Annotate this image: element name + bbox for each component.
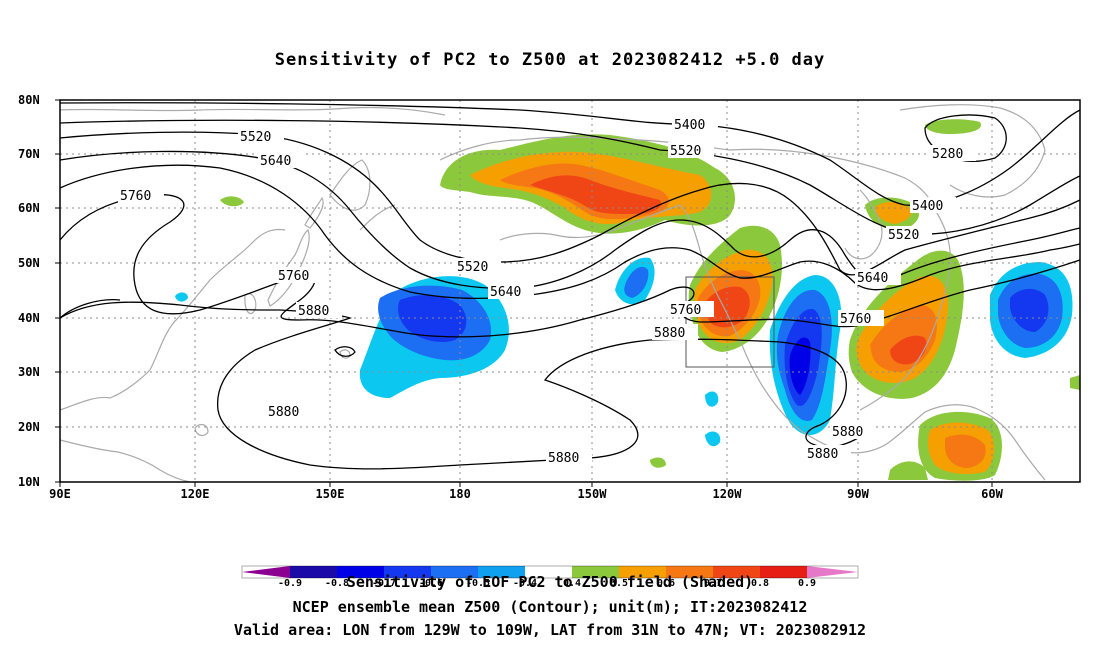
contour-label: 5760 <box>670 303 701 318</box>
contour-label: 5640 <box>857 271 888 286</box>
lat-label: 60N <box>18 201 40 215</box>
colorbar-label: -0.7 <box>372 578 396 589</box>
colorbar-label: 0.4 <box>563 578 581 589</box>
map-frame <box>59 99 1081 483</box>
colorbar-label: 0.6 <box>657 578 675 589</box>
lat-label: 70N <box>18 147 40 161</box>
contour-label: 5400 <box>912 199 943 214</box>
lon-label: 150E <box>316 487 345 501</box>
colorbar-segment <box>478 566 525 578</box>
caption-shaded: Sensitivity of EOF PC2 to Z500 field (Sh… <box>346 573 754 591</box>
caption-contour: NCEP ensemble mean Z500 (Contour); unit(… <box>292 598 808 616</box>
colorbar-segment <box>290 566 337 578</box>
colorbar-segment <box>337 566 384 578</box>
contour-label: 5760 <box>278 269 309 284</box>
colorbar-segment <box>431 566 478 578</box>
lat-label: 10N <box>18 475 40 489</box>
lon-label: 180 <box>449 487 471 501</box>
contour-label: 5880 <box>654 326 685 341</box>
contour-5520 <box>59 131 1081 276</box>
contour-label: 5400 <box>674 118 705 133</box>
lon-label: 150W <box>578 487 608 501</box>
contour-5640 <box>59 164 1081 300</box>
lat-label: 40N <box>18 311 40 325</box>
lon-label: 120W <box>713 487 743 501</box>
caption-valid-area: Valid area: LON from 129W to 109W, LAT f… <box>233 621 867 639</box>
colorbar-label: -0.9 <box>278 578 302 589</box>
contour-5400 <box>59 102 1081 206</box>
contour-label: 5880 <box>268 405 299 420</box>
contour-label: 5520 <box>670 144 701 159</box>
colorbar-label: -0.6 <box>419 578 443 589</box>
lon-label: 90W <box>847 487 869 501</box>
land-outlines <box>59 104 1046 483</box>
contour-label: 5760 <box>840 312 871 327</box>
lon-label: 120E <box>181 487 210 501</box>
colorbar: -0.9 -0.8 -0.7 -0.6 -0.5 -0.4 0.4 0.5 0.… <box>241 565 859 589</box>
longitude-labels: 90E 120E 150E 180 150W 120W 90W 60W <box>49 487 1003 501</box>
colorbar-label: -0.5 <box>466 578 490 589</box>
colorbar-left-triangle <box>242 566 290 578</box>
contour-label: 5880 <box>298 304 329 319</box>
colorbar-label: -0.8 <box>325 578 349 589</box>
colorbar-label: -0.4 <box>513 578 537 589</box>
colorbar-right-triangle <box>807 566 858 578</box>
lat-label: 80N <box>18 93 40 107</box>
contour-5760 <box>59 193 1081 338</box>
colorbar-label: 0.5 <box>610 578 628 589</box>
contour-label: 5520 <box>888 228 919 243</box>
contour-label: 5520 <box>240 130 271 145</box>
colorbar-segment <box>666 566 713 578</box>
contour-label: 5760 <box>120 189 151 204</box>
latitude-labels: 80N 70N 60N 50N 40N 30N 20N 10N <box>18 93 40 489</box>
lat-label: 30N <box>18 365 40 379</box>
lon-label: 90E <box>49 487 71 501</box>
lat-label: 50N <box>18 256 40 270</box>
contour-label: 5880 <box>832 425 863 440</box>
contour-label: 5880 <box>807 447 838 462</box>
colorbar-label: 0.9 <box>798 578 816 589</box>
lon-label: 60W <box>981 487 1003 501</box>
lat-label: 20N <box>18 420 40 434</box>
colorbar-segment <box>572 566 619 578</box>
colorbar-segment <box>525 566 572 578</box>
contour-label: 5640 <box>260 154 291 169</box>
contour-label: 5520 <box>457 260 488 275</box>
shaded-sensitivity-field <box>175 119 1080 481</box>
colorbar-segment <box>619 566 666 578</box>
contour-label: 5280 <box>932 147 963 162</box>
axis-ticks <box>55 99 993 487</box>
contour-label: 5880 <box>548 451 579 466</box>
colorbar-segment <box>760 566 807 578</box>
map-title: Sensitivity of PC2 to Z500 at 2023082412… <box>274 50 826 70</box>
colorbar-label: 0.8 <box>751 578 769 589</box>
valid-area-box <box>685 276 775 368</box>
colorbar-label: 0.7 <box>704 578 722 589</box>
colorbar-segment <box>713 566 760 578</box>
contour-labels: 5400 5520 5520 5520 5520 5640 5640 5640 … <box>118 116 976 466</box>
colorbar-segment <box>384 566 431 578</box>
contour-label: 5640 <box>490 285 521 300</box>
